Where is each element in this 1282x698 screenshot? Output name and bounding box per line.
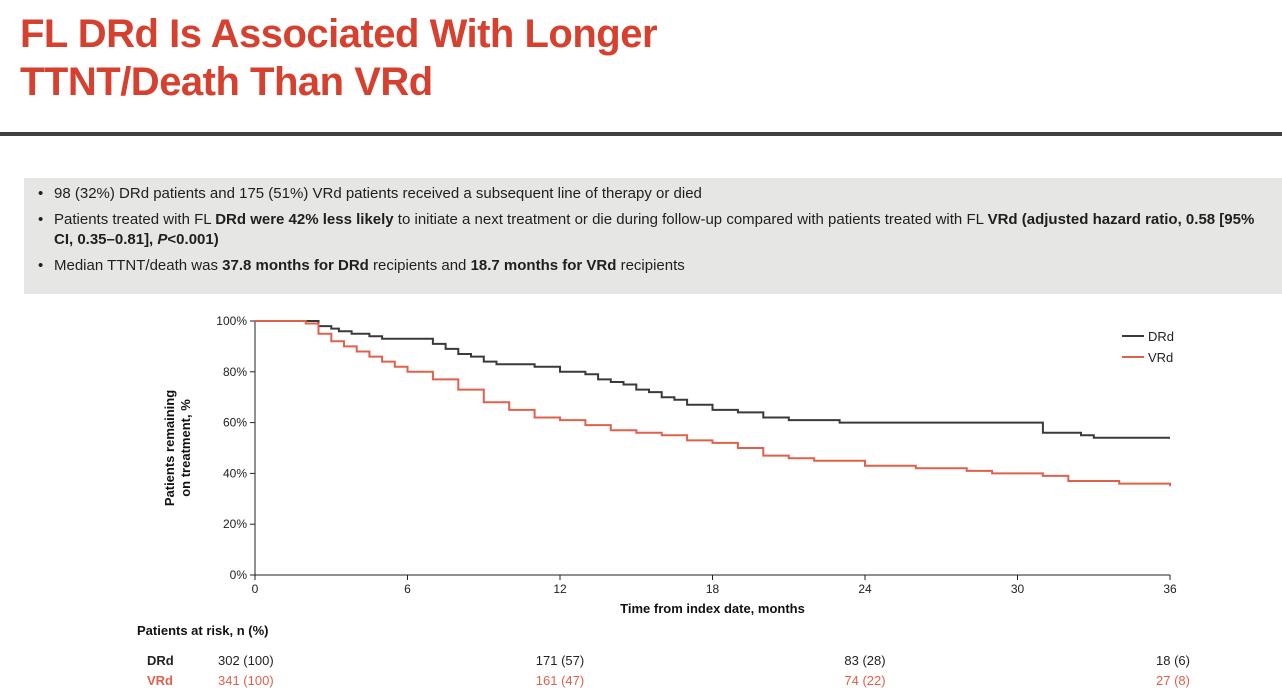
title-divider (0, 132, 1282, 136)
risk-cell: 302 (100) (218, 653, 274, 668)
finding-emphasis: (adjusted hazard ratio, 0.58 [95% CI, 0.… (54, 211, 1255, 248)
x-tick-label: 36 (1163, 582, 1177, 596)
series-line-vrd (255, 320, 1171, 487)
finding-emphasis: 18.7 months for VRd (470, 257, 617, 274)
risk-cell: 341 (100) (218, 673, 274, 688)
x-tick-label: 18 (706, 582, 720, 596)
finding-text: Median TTNT/death was (54, 257, 223, 274)
risk-cell: 74 (22) (844, 673, 885, 688)
page-title-line-2: TTNT/Death Than VRd (20, 60, 433, 104)
legend-label-drd: DRd (1148, 329, 1174, 344)
km-chart-svg: 0% 20% 40% 60% 80% 100% 0 6 12 18 24 30 36 Time from … (137, 314, 1190, 688)
risk-cell: 171 (57) (536, 653, 584, 668)
kaplan-meier-chart: 0% 20% 40% 60% 80% 100% 0 6 12 18 24 30 36 Time from … (0, 300, 1282, 698)
finding-text: recipients (616, 257, 685, 274)
finding-emphasis: DRd were 42% less likely (215, 211, 394, 228)
y-tick-label: 40% (223, 466, 247, 480)
finding-text: Patients treated with FL (54, 211, 216, 228)
y-tick-label: 80% (223, 365, 247, 379)
finding-emphasis: VRd (987, 211, 1018, 228)
page-title-line-1: FL DRd Is Associated With Longer (20, 12, 658, 56)
finding-emphasis: <0.001) (167, 231, 219, 248)
risk-cell: 83 (28) (844, 653, 885, 668)
x-tick-label: 30 (1011, 582, 1025, 596)
legend-label-vrd: VRd (1148, 350, 1173, 365)
finding-text: 98 (32%) DRd patients and 175 (51%) VRd … (54, 185, 702, 202)
x-tick-label: 6 (404, 582, 411, 596)
finding-bullet: Patients treated with FL DRd were 42% le… (38, 210, 1276, 250)
finding-bullet: Median TTNT/death was 37.8 months for DR… (38, 256, 1276, 276)
x-tick-label: 12 (553, 582, 567, 596)
risk-cell: 27 (8) (1156, 673, 1190, 688)
finding-text: to initiate a next treatment or die duri… (393, 211, 988, 228)
y-axis-title: on treatment, % (178, 399, 193, 497)
risk-table-title: Patients at risk, n (%) (137, 623, 268, 638)
key-findings-box: 98 (32%) DRd patients and 175 (51%) VRd … (24, 178, 1282, 294)
finding-text: recipients and (368, 257, 471, 274)
x-axis-title: Time from index date, months (620, 601, 805, 616)
series-line-drd (255, 320, 1170, 439)
y-tick-label: 60% (223, 416, 247, 430)
y-axis-title: Patients remaining (162, 390, 177, 506)
x-tick-label: 0 (252, 582, 259, 596)
finding-emphasis: P (157, 231, 168, 248)
risk-cell: 18 (6) (1156, 653, 1190, 668)
x-tick-label: 24 (858, 582, 872, 596)
risk-row-label-vrd: VRd (147, 673, 173, 688)
page-title: FL DRd Is Associated With Longer TTNT/De… (20, 10, 1020, 106)
risk-cell: 161 (47) (536, 673, 584, 688)
y-tick-label: 0% (230, 568, 248, 582)
finding-emphasis: 37.8 months for DRd (222, 257, 369, 274)
y-tick-label: 20% (223, 517, 247, 531)
risk-row-label-drd: DRd (147, 653, 174, 668)
y-tick-label: 100% (216, 314, 247, 328)
finding-bullet: 98 (32%) DRd patients and 175 (51%) VRd … (38, 184, 1276, 204)
